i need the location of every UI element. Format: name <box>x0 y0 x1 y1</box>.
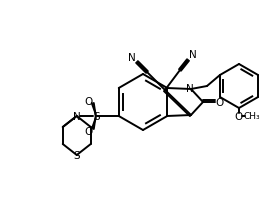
Text: O: O <box>235 112 243 121</box>
Text: N: N <box>73 112 81 121</box>
Text: O: O <box>85 126 93 136</box>
Text: O: O <box>85 97 93 106</box>
Text: O: O <box>216 98 224 107</box>
Text: CH₃: CH₃ <box>244 112 260 121</box>
Text: N: N <box>128 53 136 63</box>
Text: S: S <box>73 150 80 160</box>
Text: N: N <box>189 50 197 60</box>
Text: N: N <box>186 84 194 94</box>
Text: S: S <box>94 112 100 121</box>
